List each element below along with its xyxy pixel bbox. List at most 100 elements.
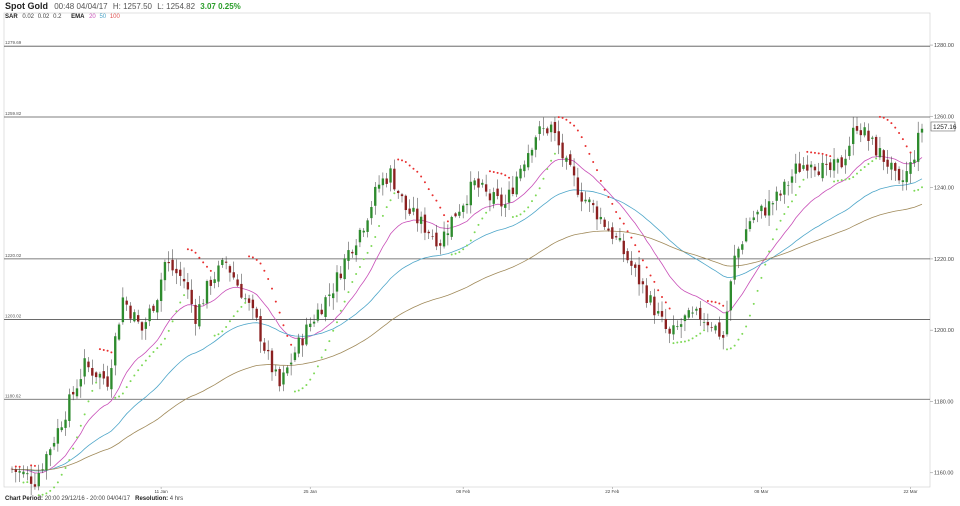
- candle-body: [913, 159, 916, 163]
- hline-label-0: 1279.69: [5, 40, 22, 45]
- sar-dot-below: [389, 199, 392, 202]
- sar-dot-below: [26, 481, 29, 484]
- candle-body: [546, 128, 549, 134]
- low-value: L: 1254.82: [157, 2, 196, 11]
- candle-body: [622, 240, 625, 255]
- sar-dot-below: [519, 213, 522, 216]
- sar-dot-above: [439, 206, 442, 209]
- sar-dot-below: [320, 356, 323, 359]
- candle-body: [263, 342, 266, 351]
- sar-dot-above: [641, 259, 644, 262]
- sar-dot-below: [917, 188, 920, 191]
- sar-dot-below: [68, 459, 71, 462]
- sar-dot-below: [22, 481, 25, 484]
- sar-dot-below: [473, 231, 476, 234]
- sar-dot-above: [878, 115, 881, 118]
- sar-dot-below: [745, 325, 748, 328]
- candle-body: [691, 312, 694, 314]
- sar-dot-above: [435, 199, 438, 202]
- candle-body: [695, 308, 698, 311]
- candle-body: [874, 136, 878, 156]
- sar-dot-above: [251, 256, 254, 259]
- sar-dot-below: [458, 251, 461, 254]
- sar-dot-above: [290, 343, 293, 346]
- candle-body: [423, 214, 427, 233]
- sar-dot-above: [416, 170, 419, 173]
- candle-body: [679, 324, 683, 327]
- candle-body: [381, 178, 385, 186]
- sar-dot-above: [645, 266, 648, 269]
- last-price-box: [930, 121, 956, 132]
- candle-body: [68, 394, 71, 421]
- candle-body: [855, 126, 859, 131]
- sar-dot-below: [760, 276, 763, 279]
- sar-dot-below: [232, 315, 235, 318]
- candle-body: [244, 298, 247, 300]
- candle-body: [278, 369, 281, 387]
- candle-body: [282, 372, 285, 385]
- candle-body: [737, 248, 740, 258]
- sar-dot-above: [102, 348, 105, 351]
- candle-body: [247, 298, 251, 303]
- sar-dot-below: [779, 219, 782, 222]
- candle-body: [790, 176, 794, 183]
- candle-body: [266, 349, 270, 352]
- sar-dot-below: [527, 206, 530, 209]
- sar-dot-below: [91, 389, 94, 392]
- candle-body: [370, 207, 373, 219]
- sar-dot-below: [695, 334, 698, 337]
- candle-body: [729, 281, 733, 311]
- candle-body: [87, 361, 90, 368]
- sar-dot-above: [657, 289, 660, 292]
- sar-dot-below: [531, 200, 533, 203]
- period-label: Chart Period:: [5, 496, 44, 502]
- sar-dot-above: [397, 158, 400, 161]
- candles: [10, 116, 924, 496]
- sar-dot-above: [248, 255, 251, 258]
- sar-dot-below: [339, 309, 342, 312]
- sar-dot-below: [726, 348, 728, 351]
- sar-dot-above: [443, 214, 446, 217]
- sar-dot-below: [362, 258, 365, 261]
- sar-dot-below: [676, 341, 679, 344]
- sar-dot-above: [596, 169, 598, 172]
- sar-dot-below: [768, 250, 771, 253]
- sar-dot-above: [412, 167, 415, 170]
- candle-body: [561, 142, 564, 159]
- candle-body: [362, 230, 365, 233]
- candle-body: [764, 207, 767, 216]
- sar-dot-below: [60, 473, 63, 476]
- candle-body: [599, 216, 603, 220]
- sar-dot-above: [278, 311, 281, 314]
- sar-dot-below: [683, 340, 686, 343]
- candle-body: [572, 166, 576, 176]
- candle-body: [897, 168, 901, 181]
- candle-body: [400, 194, 404, 197]
- candle-body: [591, 203, 595, 206]
- candle-body: [676, 326, 679, 328]
- candle-body: [205, 281, 209, 304]
- sar-dot-above: [271, 287, 273, 290]
- sar-dot-below: [141, 364, 143, 367]
- sar-dot-below: [125, 386, 128, 389]
- candle-body: [469, 181, 473, 206]
- sar-dot-below: [152, 351, 155, 354]
- sar-label[interactable]: SAR: [5, 14, 18, 20]
- sar-dot-below: [466, 244, 468, 247]
- sar-dot-below: [859, 169, 862, 172]
- ema-label[interactable]: EMA: [71, 14, 85, 20]
- change-value: 3.07: [200, 2, 216, 11]
- sar-dot-below: [462, 248, 465, 251]
- candle-body: [102, 371, 105, 379]
- sar-dot-above: [488, 170, 491, 173]
- candle-body: [442, 231, 446, 247]
- candle-body: [492, 192, 495, 204]
- candle-body: [637, 264, 641, 285]
- sar-dot-below: [121, 392, 124, 395]
- candle-body: [293, 352, 297, 361]
- sar-dot-below: [672, 342, 675, 345]
- candle-body: [798, 163, 801, 172]
- candle-body: [886, 159, 889, 167]
- candle-body: [607, 228, 610, 231]
